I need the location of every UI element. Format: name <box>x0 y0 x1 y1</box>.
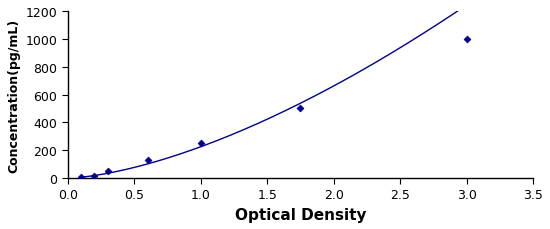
Y-axis label: Concentration(pg/mL): Concentration(pg/mL) <box>7 18 20 172</box>
X-axis label: Optical Density: Optical Density <box>235 207 366 222</box>
